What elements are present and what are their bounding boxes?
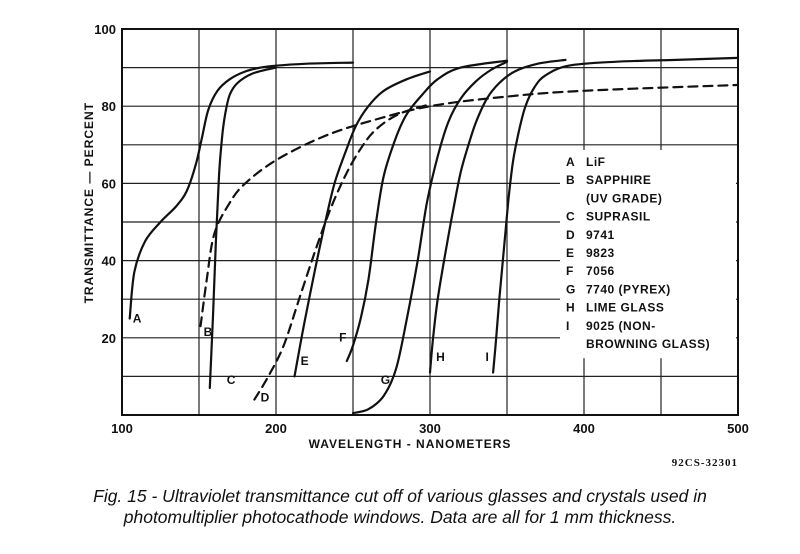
y-tick-labels: 20 40 60 80 100 — [94, 22, 116, 346]
series-line-e — [293, 70, 432, 378]
plot-frame — [121, 28, 739, 416]
legend-entry-text: 9741 — [586, 228, 615, 242]
figure-id: 92CS-32301 — [672, 457, 738, 469]
legend-entry-text: 9823 — [586, 246, 615, 260]
curve-label-g: G — [381, 373, 390, 387]
legend-entry-text: LiF — [586, 155, 606, 169]
legend: A LiF B SAPPHIRE (UV GRADE) C SUPRASIL D 9741 E 98… — [566, 155, 710, 351]
legend-key: I — [566, 319, 570, 333]
legend-background — [560, 150, 736, 359]
figure-caption: Fig. 15 - Ultraviolet transmittance cut … — [0, 486, 800, 528]
series-line-b — [199, 83, 740, 328]
legend-entry-text: SAPPHIRE — [586, 173, 651, 187]
x-tick-label: 400 — [573, 421, 595, 436]
legend-key: C — [566, 210, 575, 224]
y-axis-title: TRANSMITTANCE — PERCENT — [82, 102, 96, 303]
curve-group — [128, 56, 740, 415]
legend-entry-text: (UV GRADE) — [586, 191, 662, 205]
curve-label-c: C — [227, 373, 236, 387]
legend-key: A — [566, 155, 575, 169]
series-line-a — [128, 61, 355, 320]
legend-entry-text: 9025 (NON- — [586, 319, 656, 333]
legend-entry-text: SUPRASIL — [586, 210, 651, 224]
x-tick-label: 200 — [265, 421, 287, 436]
y-tick-label: 60 — [102, 176, 116, 191]
series-line-f — [345, 59, 509, 363]
curve-label-d: D — [261, 390, 270, 404]
caption-line-2: photomultiplier photocathode windows. Da… — [123, 507, 677, 527]
curve-label-a: A — [133, 311, 142, 325]
curve-label-i: I — [485, 350, 488, 364]
legend-entry-text: 7056 — [586, 264, 615, 278]
series-line-d — [253, 103, 432, 401]
series-line-c — [208, 66, 278, 390]
x-tick-label: 500 — [727, 421, 749, 436]
y-tick-label: 100 — [94, 22, 116, 37]
legend-entry-text: 7740 (PYREX) — [586, 282, 671, 296]
legend-entry-text: LIME GLASS — [586, 301, 664, 315]
legend-key: D — [566, 228, 575, 242]
caption-line-1: Fig. 15 - Ultraviolet transmittance cut … — [93, 486, 707, 506]
curve-label-b: B — [204, 325, 213, 339]
y-tick-label: 80 — [102, 99, 116, 114]
series-line-h — [428, 58, 567, 374]
x-tick-labels: 100 200 300 400 500 — [111, 421, 749, 436]
curve-label-e: E — [301, 354, 309, 368]
legend-key: B — [566, 173, 575, 187]
curve-label-group: A B C D E F G H I — [133, 311, 489, 404]
x-axis-title: WAVELENGTH - NANOMETERS — [309, 437, 512, 451]
x-tick-label: 100 — [111, 421, 133, 436]
legend-key: G — [566, 282, 576, 296]
curve-label-h: H — [436, 350, 445, 364]
series-line-i — [492, 56, 740, 374]
x-tick-label: 300 — [419, 421, 441, 436]
legend-key: E — [566, 246, 575, 260]
series-line-g — [351, 60, 509, 415]
curve-label-f: F — [339, 331, 346, 345]
legend-key: F — [566, 264, 574, 278]
legend-entry-text: BROWNING GLASS) — [586, 337, 710, 351]
y-tick-label: 40 — [102, 254, 116, 269]
y-tick-label: 20 — [102, 331, 116, 346]
legend-key: H — [566, 301, 575, 315]
